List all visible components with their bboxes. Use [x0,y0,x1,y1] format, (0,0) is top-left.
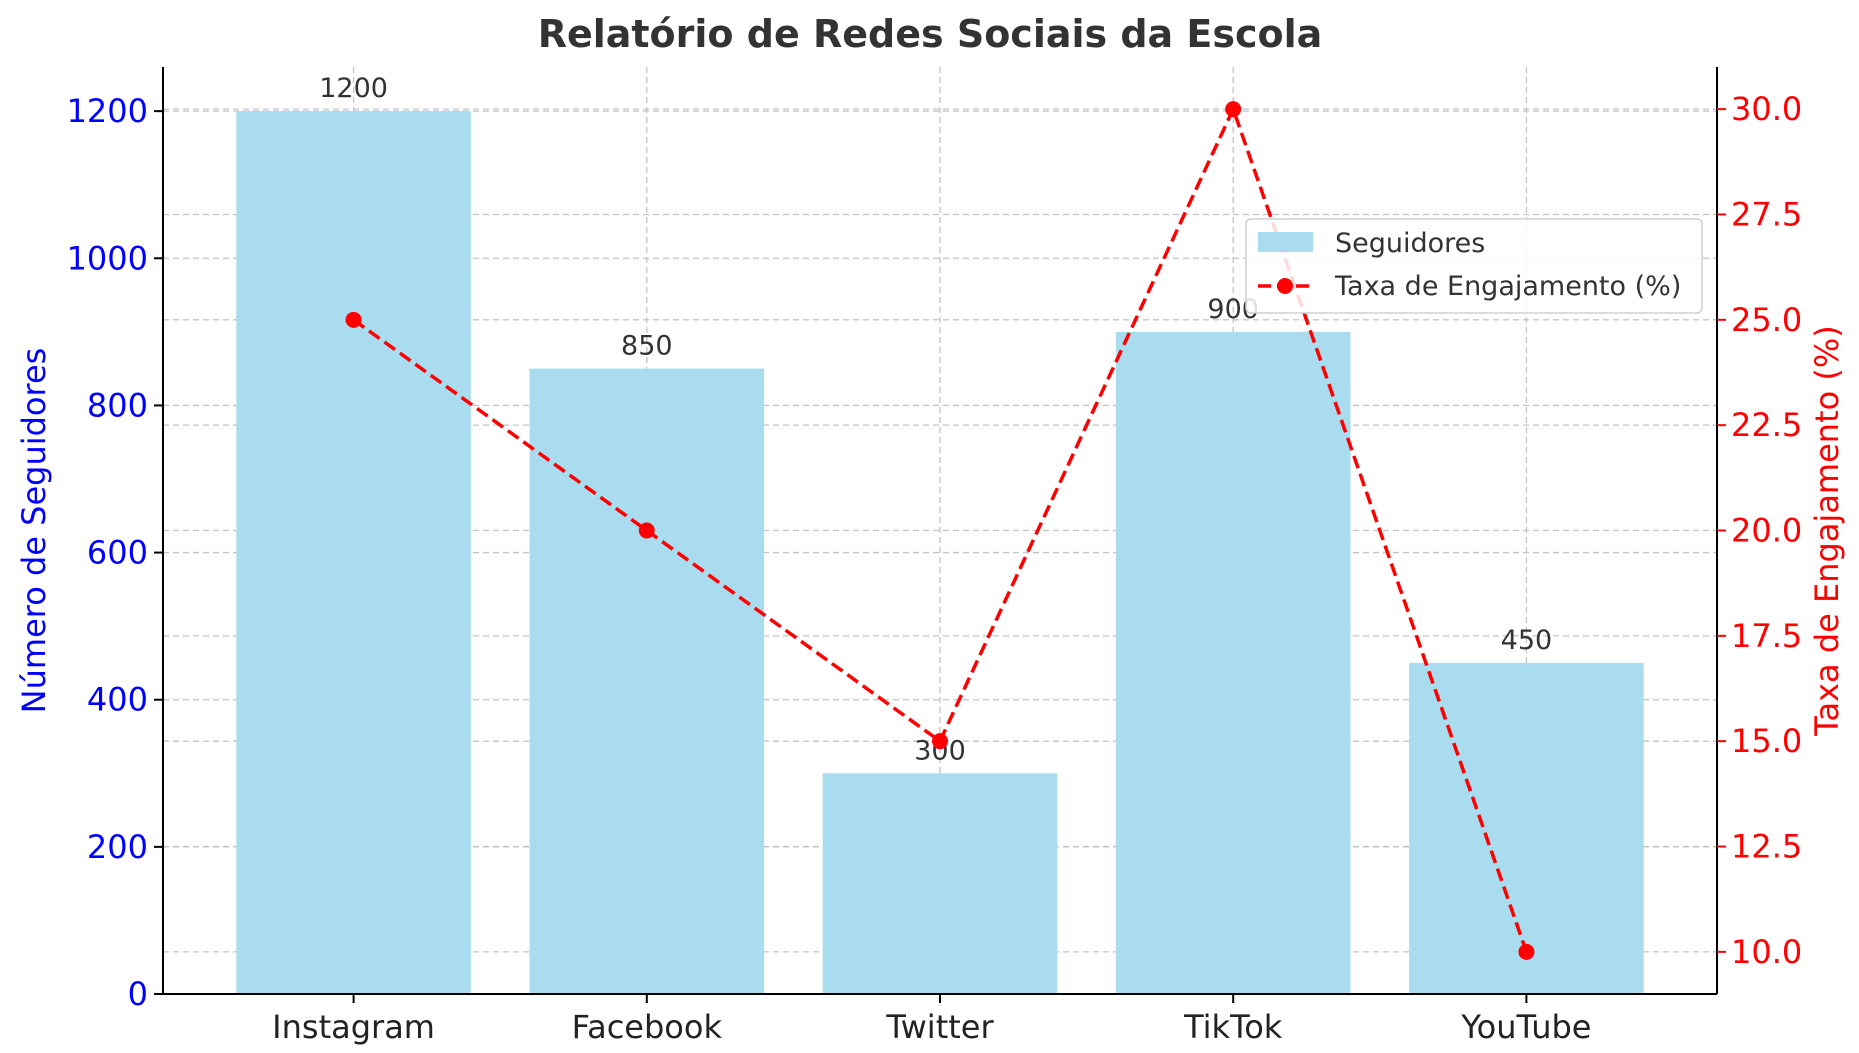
x-tick-label-twitter: Twitter [885,1008,994,1046]
right-tick-label-5: 22.5 [1731,406,1802,444]
left-tick-label-1: 200 [87,828,148,866]
left-tick-label-6: 1200 [67,92,148,130]
bar-twitter [822,773,1058,994]
engagement-point-tiktok [1225,101,1242,118]
bar-youtube [1409,662,1644,994]
right-tick-label-8: 30.0 [1731,90,1802,128]
right-tick-label-0: 10.0 [1731,933,1802,971]
x-tick-label-tiktok: TikTok [1183,1008,1283,1046]
bar-value-label-youtube: 450 [1501,625,1553,656]
left-tick-label-5: 1000 [67,239,148,277]
legend-label-seguidores: Seguidores [1335,228,1485,259]
legend-swatch-seguidores [1258,232,1313,252]
left-tick-label-3: 600 [87,534,148,572]
left-tick-label-0: 0 [128,975,148,1013]
bar-facebook [529,368,765,995]
right-tick-label-2: 15.0 [1731,722,1802,760]
engagement-point-facebook [638,522,655,539]
engagement-point-twitter [932,733,948,750]
legend-box [1245,218,1703,314]
left-axis-title: Número de Seguidores [15,348,53,714]
legend-swatch-engajamento-marker [1277,278,1293,294]
x-tick-label-facebook: Facebook [572,1008,723,1046]
legend-label-engajamento: Taxa de Engajamento (%) [1334,271,1681,302]
engagement-line-series [345,101,1535,960]
right-tick-label-4: 20.0 [1731,512,1802,550]
right-tick-label-7: 27.5 [1731,195,1802,233]
engagement-point-youtube [1518,943,1535,960]
left-tick-label-4: 800 [87,386,148,424]
bar-value-label-facebook: 850 [621,331,673,362]
legend: Seguidores Taxa de Engajamento (%) [1245,218,1703,314]
bar-instagram [236,111,471,994]
left-tick-label-2: 400 [87,681,148,719]
right-tick-label-1: 12.5 [1731,828,1802,866]
engagement-point-instagram [345,311,362,328]
right-tick-label-3: 17.5 [1731,617,1802,655]
right-tick-label-6: 25.0 [1731,301,1802,339]
chart-title: Relatório de Redes Sociais da Escola [538,12,1323,56]
x-tick-label-youtube: YouTube [1460,1008,1591,1046]
axes: 0 200 400 600 800 1000 1200 10.0 12.5 15.0 17.5 20.… [15,67,1846,1046]
bar-value-label-instagram: 1200 [319,73,388,104]
bars [236,111,1644,995]
x-tick-label-instagram: Instagram [272,1008,435,1046]
right-axis-title: Taxa de Engajamento (%) [1808,325,1846,736]
bar-tiktok [1115,331,1351,994]
